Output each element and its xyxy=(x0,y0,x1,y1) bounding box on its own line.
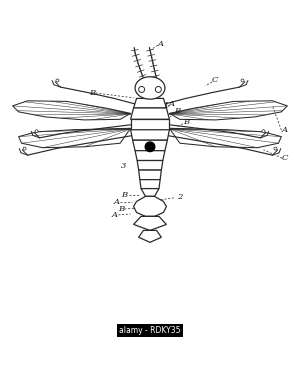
Ellipse shape xyxy=(23,147,26,150)
Polygon shape xyxy=(169,128,281,148)
Text: A: A xyxy=(281,126,287,134)
Polygon shape xyxy=(19,128,130,148)
Ellipse shape xyxy=(241,79,244,82)
Polygon shape xyxy=(130,108,170,119)
Text: C: C xyxy=(212,76,218,84)
Text: A: A xyxy=(169,100,175,108)
Polygon shape xyxy=(169,101,287,120)
Text: B: B xyxy=(174,107,180,115)
Polygon shape xyxy=(137,161,163,170)
Text: 2: 2 xyxy=(177,193,182,201)
Polygon shape xyxy=(139,230,161,243)
Polygon shape xyxy=(133,140,167,151)
Polygon shape xyxy=(141,189,159,196)
Text: 1: 1 xyxy=(163,102,169,110)
Text: B: B xyxy=(118,205,124,213)
Text: B: B xyxy=(183,118,190,126)
Polygon shape xyxy=(134,196,166,216)
Text: C: C xyxy=(282,154,288,162)
Text: alamy - RDKY35: alamy - RDKY35 xyxy=(119,326,181,335)
Text: A: A xyxy=(114,198,120,206)
Ellipse shape xyxy=(155,86,161,92)
Polygon shape xyxy=(13,101,130,120)
Ellipse shape xyxy=(274,147,277,150)
Ellipse shape xyxy=(135,77,165,99)
Polygon shape xyxy=(140,180,160,189)
Text: 3: 3 xyxy=(121,162,126,170)
Ellipse shape xyxy=(145,142,155,152)
Text: A: A xyxy=(112,211,118,219)
Polygon shape xyxy=(134,216,166,230)
Polygon shape xyxy=(135,151,165,161)
Ellipse shape xyxy=(262,130,265,133)
Text: B: B xyxy=(89,89,95,97)
Polygon shape xyxy=(134,99,166,108)
Polygon shape xyxy=(139,170,161,180)
Text: A: A xyxy=(158,40,164,48)
Ellipse shape xyxy=(56,79,59,82)
Ellipse shape xyxy=(139,86,145,92)
Ellipse shape xyxy=(35,130,38,133)
Polygon shape xyxy=(130,130,170,140)
Polygon shape xyxy=(130,119,170,130)
Text: B: B xyxy=(122,191,128,199)
